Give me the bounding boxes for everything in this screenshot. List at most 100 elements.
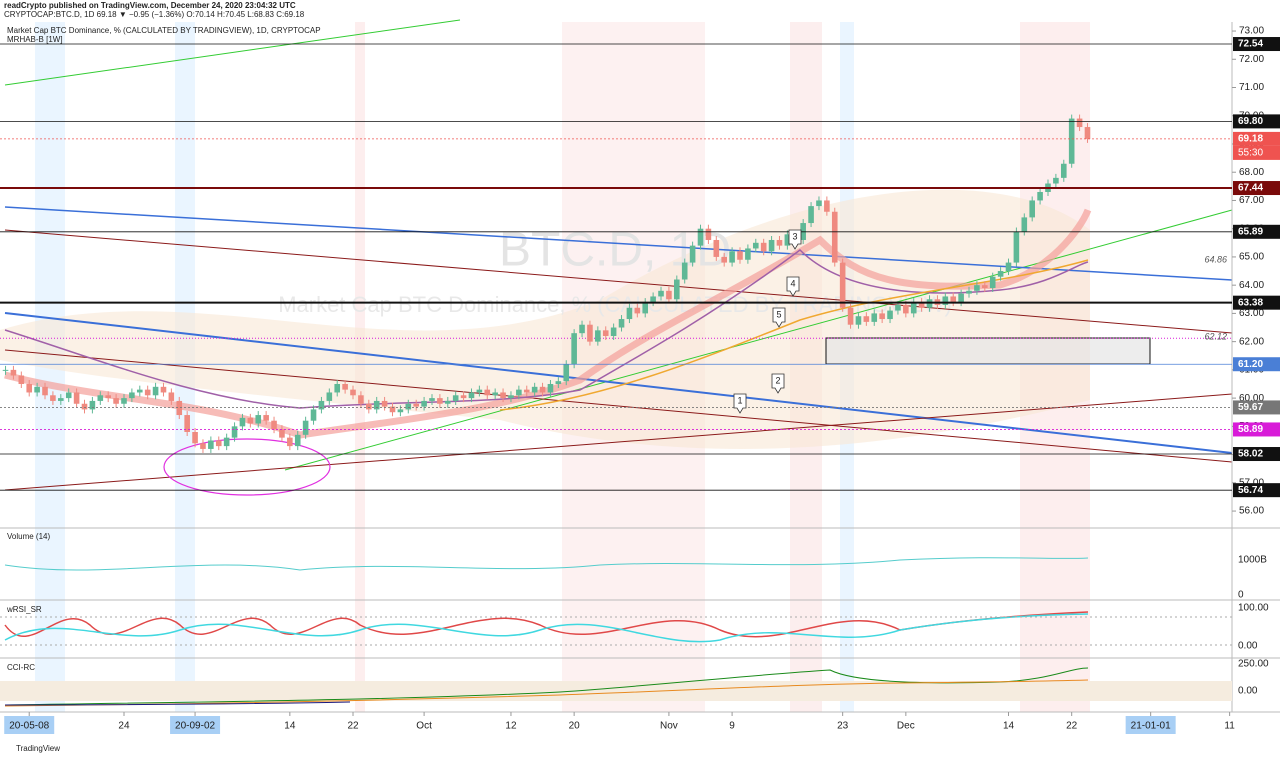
panel-scale: 0.00 bbox=[1238, 686, 1258, 697]
x-tick-label: 14 bbox=[1003, 721, 1015, 732]
y-tick-label: 57.00 bbox=[1239, 477, 1264, 488]
candle bbox=[681, 262, 688, 280]
candle bbox=[208, 440, 214, 449]
candle bbox=[950, 296, 957, 303]
candle bbox=[776, 239, 783, 246]
candle bbox=[523, 389, 530, 393]
candle bbox=[808, 206, 814, 224]
candle bbox=[34, 386, 40, 393]
candle bbox=[958, 293, 964, 303]
candle bbox=[918, 302, 925, 308]
candle bbox=[294, 434, 301, 447]
ma bbox=[4, 249, 1089, 409]
candle bbox=[942, 296, 949, 305]
candle bbox=[974, 285, 980, 291]
candle bbox=[571, 333, 577, 365]
candle bbox=[737, 251, 743, 260]
candle bbox=[239, 417, 246, 427]
candle bbox=[531, 386, 538, 393]
candle bbox=[1060, 163, 1067, 178]
candle bbox=[105, 395, 111, 399]
candle bbox=[152, 386, 159, 396]
x-tick-highlight bbox=[4, 716, 55, 734]
x-tick-label: Dec bbox=[897, 721, 915, 732]
candle bbox=[444, 400, 451, 404]
candle bbox=[563, 364, 570, 382]
candle bbox=[247, 417, 254, 424]
y-tick-label: 64.00 bbox=[1239, 280, 1264, 291]
candle bbox=[42, 386, 48, 396]
candle bbox=[287, 437, 293, 447]
x-tick-label: 20 bbox=[569, 721, 581, 732]
candle bbox=[666, 290, 672, 300]
candle bbox=[1013, 231, 1020, 263]
watermark: BTC.D, 1D Market Cap BTC Dominance, % (C… bbox=[278, 224, 952, 317]
cloud bbox=[0, 189, 1090, 449]
candle bbox=[263, 415, 269, 421]
symbol-name: Market Cap BTC Dominance, % (CALCULATED … bbox=[7, 26, 321, 35]
candle bbox=[555, 381, 562, 384]
candle bbox=[650, 296, 656, 303]
candle bbox=[1021, 217, 1028, 232]
candle bbox=[508, 395, 514, 399]
candle bbox=[271, 420, 277, 430]
panel-scale: 100.00 bbox=[1238, 603, 1269, 614]
candle bbox=[887, 310, 893, 320]
x-tick-label: 22 bbox=[347, 721, 359, 732]
wave-label: 1 bbox=[737, 395, 742, 405]
candle bbox=[231, 426, 238, 438]
level-box bbox=[1233, 224, 1280, 239]
candle bbox=[129, 392, 135, 399]
level-label: 58.89 bbox=[1238, 424, 1263, 435]
candle bbox=[381, 400, 388, 407]
y-tick-label: 63.00 bbox=[1239, 308, 1264, 319]
candle bbox=[160, 386, 167, 393]
candle bbox=[302, 420, 309, 435]
wrsi-line bbox=[4, 613, 1089, 643]
candle bbox=[397, 409, 404, 413]
x-tick-highlight bbox=[1125, 716, 1176, 734]
candle bbox=[721, 256, 727, 263]
candle bbox=[871, 313, 878, 322]
candle bbox=[997, 271, 1004, 277]
candle bbox=[50, 395, 56, 401]
candle bbox=[89, 400, 96, 410]
candle bbox=[895, 304, 901, 311]
trendline bbox=[4, 393, 1233, 491]
level-box bbox=[1233, 131, 1280, 146]
candle bbox=[910, 302, 917, 314]
y-tick-label: 62.00 bbox=[1239, 336, 1264, 347]
panel-title: CCI-RC bbox=[7, 663, 35, 672]
candle bbox=[1029, 200, 1035, 218]
level-label: 65.89 bbox=[1238, 226, 1263, 237]
candle bbox=[176, 400, 183, 416]
candle bbox=[389, 406, 396, 413]
candle bbox=[816, 200, 822, 207]
candle bbox=[413, 403, 419, 407]
candle bbox=[982, 285, 988, 288]
candle bbox=[1068, 118, 1075, 164]
wave-label: 3 bbox=[792, 231, 797, 241]
candle bbox=[745, 248, 751, 260]
level-box bbox=[1233, 422, 1280, 437]
candle bbox=[26, 383, 33, 393]
panel-scale: 1000B bbox=[1238, 555, 1267, 566]
candle bbox=[405, 403, 412, 410]
y-tick-label: 65.00 bbox=[1239, 252, 1264, 263]
candle bbox=[492, 392, 498, 396]
candle bbox=[500, 392, 506, 399]
candle bbox=[452, 395, 459, 401]
candle bbox=[713, 239, 720, 257]
level-label: 58.02 bbox=[1238, 449, 1263, 460]
separators bbox=[0, 22, 1280, 713]
candle bbox=[476, 389, 483, 393]
candle bbox=[144, 389, 151, 396]
wave-label: 4 bbox=[790, 278, 795, 288]
candle bbox=[879, 313, 885, 320]
x-tick-label: 23 bbox=[837, 721, 849, 732]
wave-label: 5 bbox=[776, 309, 781, 319]
candle bbox=[1037, 191, 1043, 201]
trendline bbox=[4, 312, 1233, 454]
x-tick-label: 22 bbox=[1066, 721, 1078, 732]
